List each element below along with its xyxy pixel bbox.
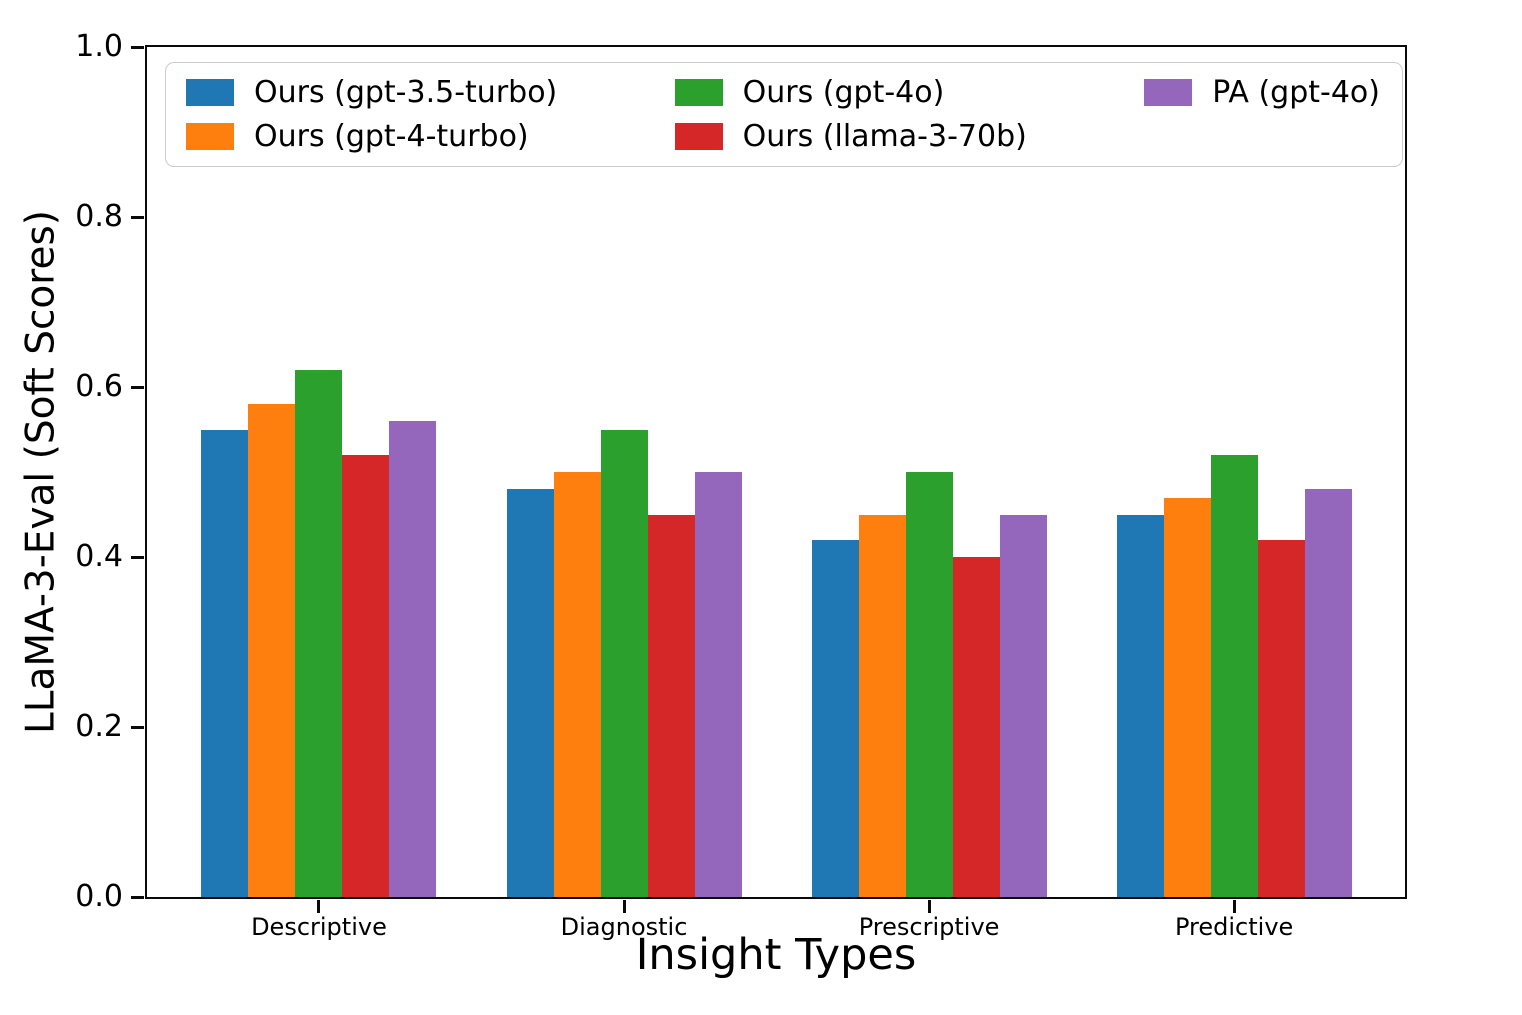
- x-tick-label-descriptive: Descriptive: [251, 913, 387, 941]
- x-tick-mark: [927, 900, 931, 913]
- legend-swatch: [186, 79, 234, 106]
- y-tick-mark: [131, 555, 144, 559]
- legend-label: Ours (gpt-4-turbo): [254, 119, 529, 154]
- x-tick-mark: [622, 900, 626, 913]
- x-tick-label-diagnostic: Diagnostic: [560, 913, 688, 941]
- x-tick-mark: [1232, 900, 1236, 913]
- bar: [600, 429, 648, 897]
- legend-entry: PA (gpt-4o): [1144, 76, 1380, 109]
- bar: [248, 404, 296, 897]
- bar: [1257, 540, 1305, 897]
- bar: [952, 557, 1000, 897]
- legend-entry: Ours (llama-3-70b): [674, 119, 1027, 154]
- bar: [694, 472, 742, 897]
- y-tick-label: 0.6: [75, 369, 123, 404]
- bar: [1210, 455, 1258, 897]
- x-axis-title: Insight Types: [635, 930, 917, 980]
- legend-swatch: [674, 123, 723, 150]
- legend-label: PA (gpt-4o): [1212, 75, 1380, 110]
- legend: Ours (gpt-3.5-turbo) Ours (gpt-4-turbo) Ou…: [165, 62, 1403, 167]
- legend-column: Ours (gpt-3.5-turbo) Ours (gpt-4-turbo): [186, 76, 557, 153]
- y-tick-label: 0.2: [75, 709, 123, 744]
- bar: [999, 514, 1047, 897]
- bar: [647, 514, 695, 897]
- bar: [1163, 497, 1211, 897]
- legend-column: Ours (gpt-4o) Ours (llama-3-70b): [674, 75, 1027, 154]
- y-axis-title: LLaMA-3-Eval (Soft Scores): [18, 210, 64, 734]
- plot-area: 0.0 0.2 0.4 0.6 0.8 1.0 Descriptive Diagnostic P…: [75, 32, 1407, 939]
- legend-entry: Ours (gpt-4o): [674, 75, 1027, 110]
- y-tick-label: 0.4: [75, 539, 123, 574]
- y-tick-mark: [131, 725, 144, 729]
- plot-inner: 0.0 0.2 0.4 0.6 0.8 1.0 Descriptive Diagnostic P…: [75, 32, 1405, 939]
- bar: [342, 455, 390, 897]
- x-tick-label-prescriptive: Prescriptive: [858, 913, 1000, 941]
- legend-label: Ours (gpt-4o): [742, 75, 945, 110]
- bar: [201, 429, 249, 897]
- legend-column: PA (gpt-4o): [1144, 76, 1380, 153]
- legend-swatch: [674, 79, 723, 106]
- legend-swatch: [186, 123, 234, 150]
- x-tick-label-predictive: Predictive: [1175, 913, 1294, 941]
- bar: [1116, 514, 1164, 897]
- legend-label: Ours (llama-3-70b): [742, 119, 1027, 154]
- y-tick-mark: [131, 385, 144, 389]
- bar: [811, 540, 859, 897]
- legend-entry: Ours (gpt-4-turbo): [186, 120, 557, 153]
- y-tick-label: 0.8: [75, 199, 123, 234]
- bar: [389, 421, 437, 897]
- bar: [1304, 489, 1352, 897]
- x-tick-mark: [317, 900, 321, 913]
- bar: [553, 472, 601, 897]
- y-tick-label: 1.0: [75, 29, 123, 64]
- legend-entry: Ours (gpt-3.5-turbo): [186, 76, 557, 109]
- bar: [905, 472, 953, 897]
- y-tick-mark: [131, 895, 144, 899]
- bar: [295, 370, 343, 897]
- y-tick-mark: [131, 45, 144, 49]
- y-tick-mark: [131, 215, 144, 219]
- legend-label: Ours (gpt-3.5-turbo): [254, 75, 558, 110]
- y-tick-label: 0.0: [75, 879, 123, 914]
- bar: [506, 489, 554, 897]
- bar: [858, 514, 906, 897]
- legend-swatch: [1144, 79, 1193, 106]
